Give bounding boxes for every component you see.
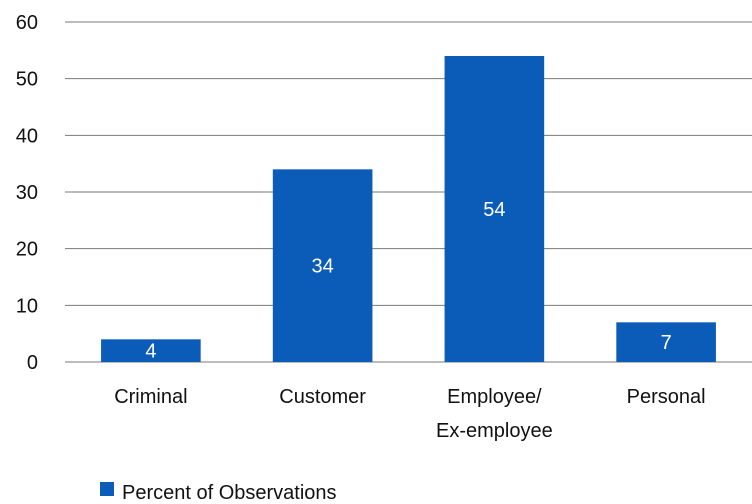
bar — [101, 339, 201, 362]
gridlines — [65, 21, 752, 363]
data-label: 54 — [483, 199, 505, 221]
y-tick-label: 60 — [16, 12, 38, 34]
data-label: 7 — [661, 332, 672, 354]
data-label: 34 — [312, 256, 334, 278]
bars — [101, 56, 716, 362]
data-labels: 4 34 54 7 — [145, 199, 671, 363]
y-tick-label: 50 — [16, 69, 38, 91]
category-label: Criminal — [114, 386, 187, 408]
y-axis-tick-labels: 0 10 20 30 40 50 60 — [16, 12, 38, 374]
category-label: Personal — [627, 386, 706, 408]
category-label: Ex-employee — [436, 420, 553, 442]
legend-swatch — [100, 482, 114, 496]
bar — [272, 169, 373, 362]
category-label: Customer — [279, 386, 366, 408]
y-tick-label: 0 — [27, 352, 38, 374]
y-tick-label: 10 — [16, 295, 38, 317]
data-label: 4 — [145, 341, 156, 363]
legend: Percent of Observations — [100, 482, 337, 504]
category-label: Employee/ — [447, 386, 542, 408]
bar — [616, 322, 716, 362]
y-tick-label: 40 — [16, 125, 38, 147]
y-tick-label: 30 — [16, 182, 38, 204]
y-tick-label: 20 — [16, 239, 38, 261]
x-axis-category-labels: Criminal Customer Employee/Ex-employee Pers… — [114, 386, 705, 442]
legend-label: Percent of Observations — [122, 482, 337, 504]
bar — [444, 56, 545, 362]
